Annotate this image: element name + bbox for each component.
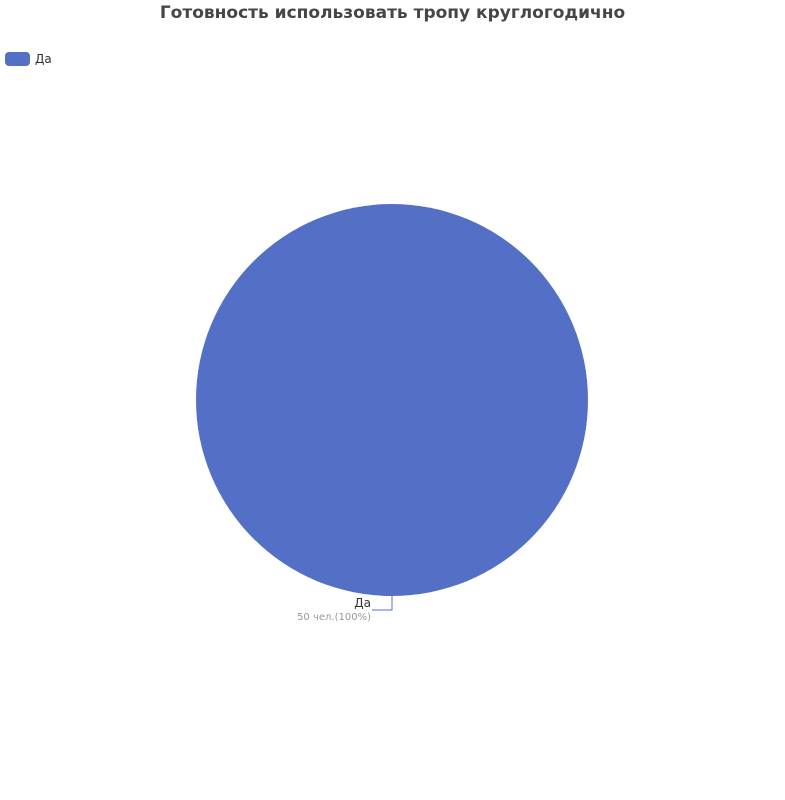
legend-label: Да	[35, 52, 52, 66]
legend-swatch	[5, 52, 30, 66]
pie-slice[interactable]	[196, 204, 588, 596]
slice-value-label: 50 чел.(100%)	[297, 612, 371, 623]
label-leader-line	[372, 596, 393, 611]
chart-title: Готовность использовать тропу круглогоди…	[159, 3, 626, 23]
legend-item-da[interactable]: Да	[5, 52, 52, 66]
legend: Да	[5, 52, 52, 66]
slice-label: Да	[354, 596, 371, 610]
